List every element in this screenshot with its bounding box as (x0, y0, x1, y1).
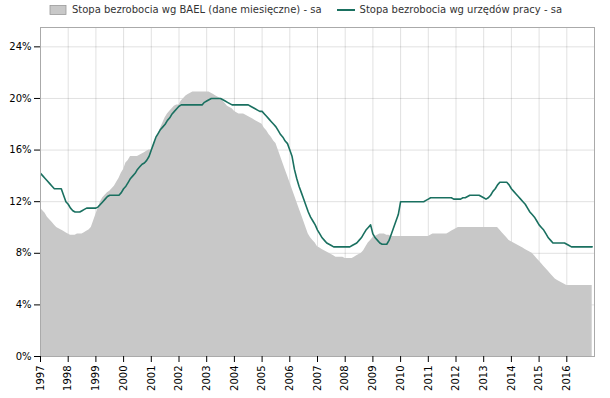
svg-text:1999: 1999 (90, 366, 101, 391)
svg-text:2014: 2014 (506, 366, 517, 391)
svg-text:4%: 4% (16, 299, 32, 310)
html-text:Stopa bezrobocia wg BAEL (dane: Stopa bezrobocia wg BAEL (dane miesięczn… (71, 4, 322, 15)
svg-text:0%: 0% (16, 351, 32, 362)
svg-text:1997: 1997 (35, 366, 46, 391)
svg-text:2012: 2012 (450, 366, 461, 391)
svg-text:2008: 2008 (339, 366, 350, 391)
svg-text:1998: 1998 (62, 366, 73, 391)
svg-text:2009: 2009 (367, 366, 378, 391)
svg-text:2015: 2015 (533, 366, 544, 391)
svg-text:2002: 2002 (173, 366, 184, 391)
svg-text:2010: 2010 (395, 366, 406, 391)
svg-text:2007: 2007 (312, 366, 323, 391)
svg-text:2011: 2011 (423, 366, 434, 391)
svg-text:2001: 2001 (146, 366, 157, 391)
svg-text:2004: 2004 (229, 366, 240, 391)
svg-text:2005: 2005 (256, 366, 267, 391)
svg-text:16%: 16% (9, 144, 31, 155)
svg-text:2016: 2016 (561, 366, 572, 391)
html-text:Stopa bezrobocia wg urzędów pr: Stopa bezrobocia wg urzędów pracy - sa (359, 4, 563, 15)
svg-text:12%: 12% (9, 196, 31, 207)
svg-text:2000: 2000 (118, 366, 129, 391)
svg-text:2013: 2013 (478, 366, 489, 391)
svg-text:24%: 24% (9, 41, 31, 52)
svg-text:2003: 2003 (201, 366, 212, 391)
svg-text:8%: 8% (16, 247, 32, 258)
svg-text:20%: 20% (9, 93, 31, 104)
svg-text:2006: 2006 (284, 366, 295, 391)
